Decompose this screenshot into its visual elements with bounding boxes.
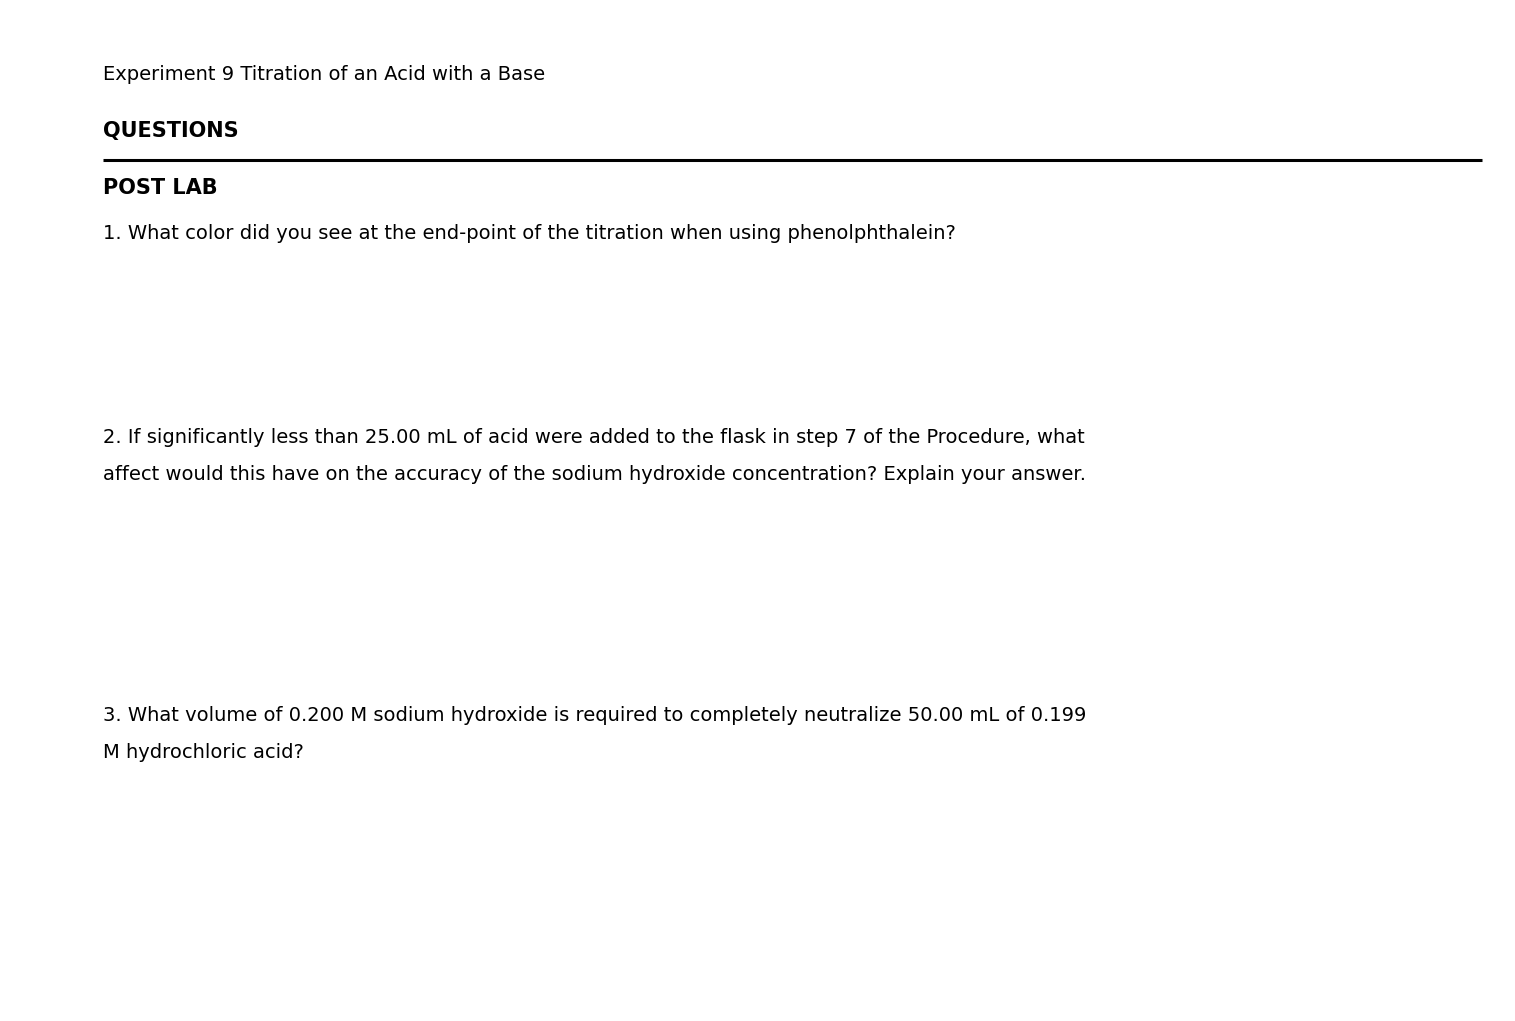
Text: 1. What color did you see at the end-point of the titration when using phenolpht: 1. What color did you see at the end-poi… [103,224,956,243]
Text: QUESTIONS: QUESTIONS [103,120,239,141]
Text: affect would this have on the accuracy of the sodium hydroxide concentration? Ex: affect would this have on the accuracy o… [103,465,1086,484]
Text: POST LAB: POST LAB [103,178,218,198]
Text: M hydrochloric acid?: M hydrochloric acid? [103,742,305,762]
Text: 3. What volume of 0.200 M sodium hydroxide is required to completely neutralize : 3. What volume of 0.200 M sodium hydroxi… [103,706,1086,725]
Text: 2. If significantly less than 25.00 mL of acid were added to the flask in step 7: 2. If significantly less than 25.00 mL o… [103,428,1085,447]
Text: Experiment 9 Titration of an Acid with a Base: Experiment 9 Titration of an Acid with a… [103,64,545,84]
